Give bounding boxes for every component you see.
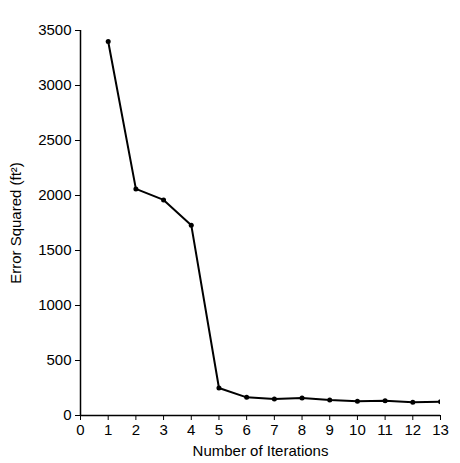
svg-text:0: 0 <box>63 406 71 423</box>
svg-text:Number of Iterations: Number of Iterations <box>193 442 329 459</box>
svg-text:6: 6 <box>242 421 250 438</box>
svg-text:11: 11 <box>377 421 393 438</box>
svg-text:10: 10 <box>349 421 366 438</box>
svg-text:3500: 3500 <box>38 21 71 38</box>
svg-text:7: 7 <box>270 421 278 438</box>
svg-text:2: 2 <box>132 421 140 438</box>
svg-text:3: 3 <box>159 421 167 438</box>
svg-text:9: 9 <box>326 421 334 438</box>
svg-text:13: 13 <box>432 421 449 438</box>
svg-text:1000: 1000 <box>38 296 71 313</box>
svg-text:12: 12 <box>404 421 421 438</box>
svg-text:5: 5 <box>215 421 223 438</box>
svg-text:1: 1 <box>104 421 112 438</box>
svg-text:0: 0 <box>76 421 84 438</box>
svg-text:Error Squared (ft²): Error Squared (ft²) <box>7 162 24 284</box>
svg-text:8: 8 <box>298 421 306 438</box>
svg-text:3000: 3000 <box>38 76 71 93</box>
svg-text:1500: 1500 <box>38 241 71 258</box>
svg-text:4: 4 <box>187 421 195 438</box>
svg-text:2500: 2500 <box>38 131 71 148</box>
svg-text:2000: 2000 <box>38 186 71 203</box>
svg-text:500: 500 <box>46 351 71 368</box>
